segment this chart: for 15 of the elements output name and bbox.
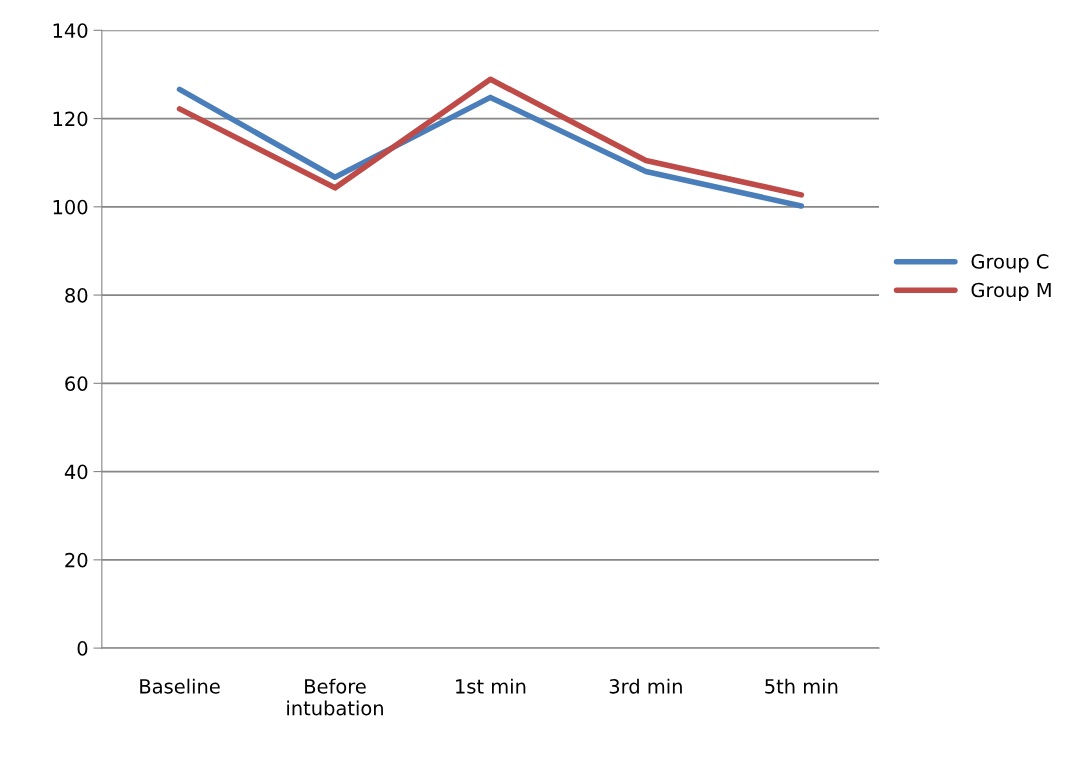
x-tick-label: 3rd min: [609, 678, 682, 694]
y-tick-label: 100: [53, 199, 88, 215]
legend-label: Group C: [971, 254, 1049, 273]
y-tick-label: 120: [53, 111, 88, 127]
x-tick-label: 1st min: [456, 678, 526, 694]
y-tick-label: 20: [65, 552, 88, 568]
y-tick-label: 60: [65, 376, 88, 391]
legend-label: Group M: [971, 282, 1051, 302]
x-tick-label: Before intubation: [287, 678, 383, 716]
y-tick-label: 40: [64, 464, 88, 480]
y-tick-label: 140: [53, 23, 88, 38]
y-tick-label: 80: [65, 288, 88, 303]
x-tick-label: Baseline: [140, 678, 220, 694]
x-tick-label: 5th min: [765, 678, 838, 694]
y-tick-label: 0: [77, 641, 88, 656]
